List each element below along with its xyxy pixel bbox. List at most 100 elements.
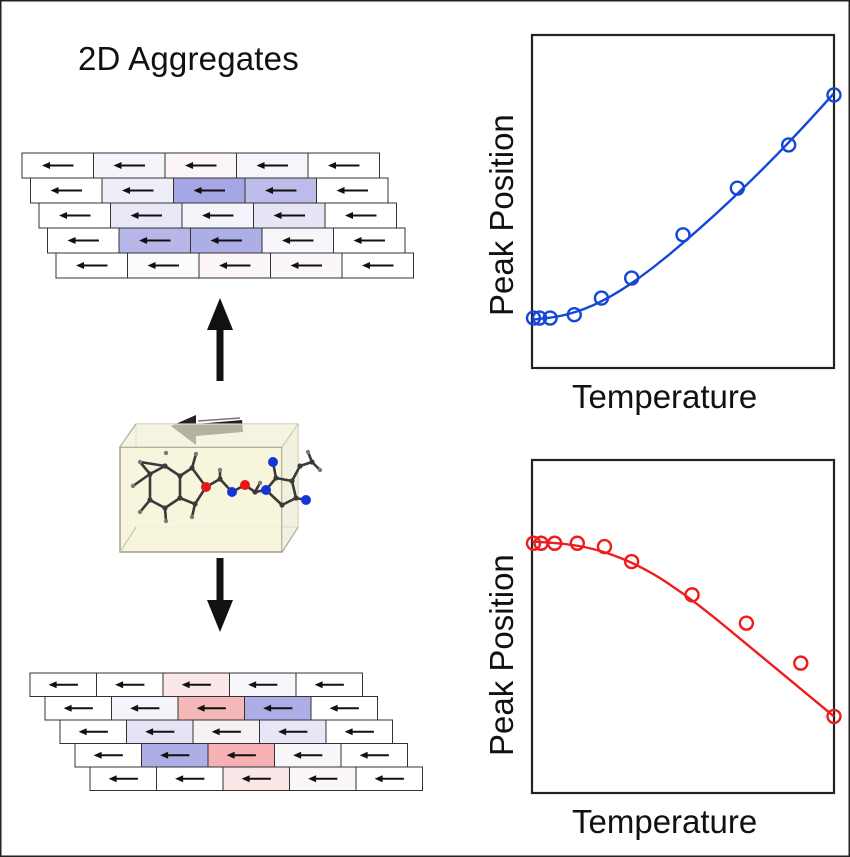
molecule-atom [163,450,169,456]
aggregate-bottom-cell [192,719,260,744]
molecule-atom [189,514,195,520]
aggregate-bottom-cell [244,696,312,721]
chart-2-ylabel: Peak Position [483,554,520,756]
chart-2-point [793,655,809,671]
chart-2-fit-line [531,540,835,718]
chart-2-point [684,587,700,603]
aggregate-bottom-cell [141,743,209,768]
molecule-atom [305,449,311,455]
aggregate-top-cell [30,177,103,204]
chart-1-point [826,87,842,103]
aggregate-bottom-cell [229,672,297,697]
molecule-bond [164,496,181,510]
aggregate-bottom-cell [207,743,275,768]
chart-1-point [781,137,797,153]
aggregate-top-cell [190,227,263,254]
chart-1-point [542,310,558,326]
molecule-bond [164,464,181,478]
molecule-atom [147,497,153,503]
molecule-atom [257,480,263,486]
molecule-atom [279,502,285,508]
chart-2-point [569,535,585,551]
molecule-atom [177,473,183,479]
chart-1-ylabel: Peak Position [483,114,520,316]
aggregate-top-cell [93,152,166,179]
molecule-atom [252,489,258,495]
aggregate-top-cell [47,227,120,254]
molecule-atom [162,463,168,469]
aggregate-top-cell [55,252,128,279]
molecule-bond [149,498,166,510]
chart-1-point [675,227,691,243]
molecule-atom [297,463,303,469]
aggregate-top-cell [198,252,271,279]
chart-1-point [623,270,640,286]
aggregate-top-cell [21,152,94,179]
aggregate-top-cell [341,252,414,279]
aggregate-top-cell [101,177,174,204]
chart-blue-peak-vs-temperature [525,33,842,370]
molecule-bond [132,472,151,488]
aggregate-bottom-cell [96,672,164,697]
aggregate-top-cell [316,177,389,204]
aggregate-top-cell [244,177,317,204]
molecule-atom [317,467,323,473]
molecule-atom [177,495,183,501]
molecule-bond [290,465,302,482]
chart-2-point [596,538,613,555]
molecule-bond [281,496,297,507]
aggregate-top-cell [127,252,200,279]
aggregate-top-cell [261,227,334,254]
arrow-up-head [207,298,233,330]
aggregate-top-cell [181,202,254,229]
aggregate-bottom-cell [340,743,408,768]
molecule-bond [179,496,196,506]
aggregate-top-cell [38,202,111,229]
aggregate-bottom-cell [156,766,224,791]
aggregate-top-cell [253,202,326,229]
chart-2-xlabel: Temperature [572,803,758,840]
molecule-bond [275,476,293,483]
molecule-atom [193,451,199,457]
aggregate-top-cell [270,252,343,279]
chart-2-point [826,708,842,725]
aggregate-top [21,152,414,279]
chart-2-frame [530,458,836,795]
arrow-down-head [207,600,233,632]
chart-1-point [525,310,542,326]
aggregate-top-cell [118,227,191,254]
molecule-atom [273,475,279,481]
aggregate-bottom-cell [44,696,112,721]
aggregate-bottom-cell [111,696,179,721]
aggregate-bottom-cell [355,766,423,791]
aggregate-bottom-cell [29,672,97,697]
molecule-box [119,423,323,553]
molecule-atom [293,495,299,501]
molecule-atom [137,459,143,465]
aggregate-top-cell [173,177,246,204]
aggregate-top-cell [333,227,406,254]
aggregate-top-cell [110,202,183,229]
molecule-atom [189,465,195,471]
molecule-atom [130,483,136,489]
molecule-atom [137,509,143,515]
figure-title: 2D Aggregates [78,40,299,77]
molecule-atom [289,478,295,484]
molecule-atom [192,501,198,507]
molecule-bond [139,460,166,468]
chart-1-point [593,290,610,306]
aggregate-bottom-cell [310,696,378,721]
chart-1-frame [530,33,836,370]
molecule-bond [139,499,151,513]
aggregate-bottom-cell [259,719,327,744]
aggregate-bottom-cell [126,719,194,744]
chart-2-point [738,615,755,631]
molecule [130,449,323,524]
molecule-bond [139,461,151,475]
molecule-atom [227,487,237,497]
aggregate-bottom-cell [74,743,142,768]
aggregate-bottom-cell [59,719,127,744]
aggregate-bottom-cell [162,672,230,697]
